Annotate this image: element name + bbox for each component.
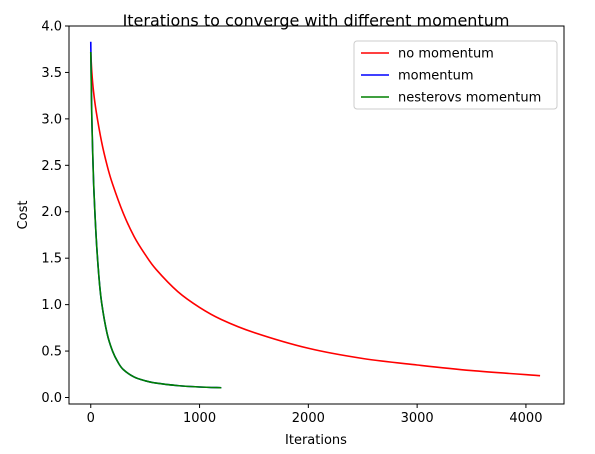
y-axis-title: Cost — [16, 201, 31, 230]
legend-box — [353, 40, 558, 110]
x-tick-label: 2000 — [292, 411, 325, 426]
y-tick-label: 0.0 — [41, 391, 62, 406]
x-tick-label: 0 — [87, 411, 95, 426]
x-tick-label: 4000 — [509, 411, 542, 426]
legend-label: no momentum — [398, 47, 494, 62]
y-tick-label: 0.5 — [41, 345, 62, 360]
y-tick-label: 3.0 — [41, 112, 62, 127]
x-axis-title: Iterations — [285, 433, 347, 448]
y-tick-label: 3.5 — [41, 66, 62, 81]
y-tick-label: 1.5 — [41, 252, 62, 267]
series-line-0 — [89, 51, 541, 377]
x-tick-label: 3000 — [401, 411, 434, 426]
series-line-1 — [89, 41, 222, 389]
y-axis: 0.0 0.5 1.0 1.5 2.0 2.5 3.0 3.5 4.0 — [41, 20, 69, 406]
legend-label: momentum — [398, 69, 474, 84]
x-tick-label: 1000 — [183, 411, 216, 426]
y-tick-label: 4.0 — [41, 20, 62, 35]
legend: no momentum momentum nesterovs momentum — [353, 40, 558, 110]
plot-frame — [68, 25, 565, 405]
y-tick-label: 1.0 — [41, 298, 62, 313]
chart-title: Iterations to converge with different mo… — [123, 11, 510, 30]
legend-label: nesterovs momentum — [398, 91, 541, 106]
y-tick-label: 2.5 — [41, 159, 62, 174]
x-axis: 0 1000 2000 3000 4000 — [87, 404, 542, 426]
plot-area — [89, 41, 541, 389]
y-tick-label: 2.0 — [41, 205, 62, 220]
series-line-2 — [89, 51, 222, 389]
